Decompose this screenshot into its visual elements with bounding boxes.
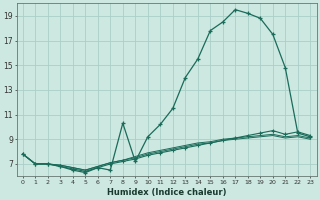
X-axis label: Humidex (Indice chaleur): Humidex (Indice chaleur) — [107, 188, 226, 197]
